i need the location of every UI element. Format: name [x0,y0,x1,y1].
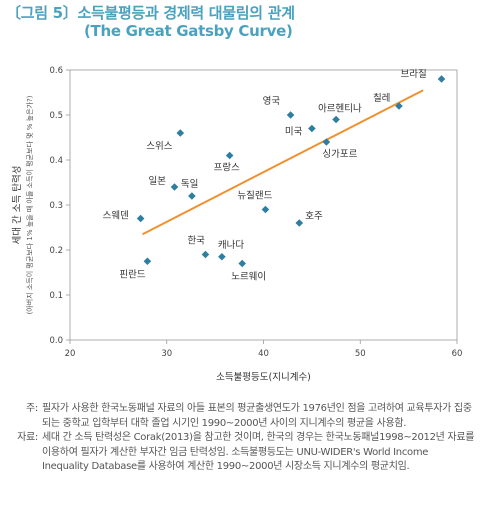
data-point [437,75,446,83]
point-label: 핀란드 [119,268,145,280]
figure-subtitle: (The Great Gatsby Curve) [84,22,293,40]
trendline [142,89,424,236]
data-point [286,111,295,119]
chart-axes: 0.0 0.1 0.2 0.3 0.4 0.5 0.6 20 30 40 50 60 [49,66,462,359]
y-tick-label: 0.2 [49,246,63,256]
point-label: 브라질 [401,68,427,80]
y-axis-label: 세대 간 소득 탄력성 [11,166,23,245]
data-point [332,115,340,124]
y-tick-label: 0.1 [49,291,63,301]
point-label: 캐나다 [218,240,244,251]
y-tick-label: 0.5 [49,111,63,121]
y-axis-sublabel: (아버지 소득이 평균보다 1% 높을 때 아들 소득이 평균보다 몇 % 높은… [25,95,34,314]
data-point [322,138,331,146]
data-point [176,129,185,137]
point-label: 프랑스 [214,162,240,174]
point-label: 칠레 [373,93,390,104]
footnote-label: 주: [26,403,38,414]
data-points-layer [136,75,446,268]
point-label: 노르웨이 [231,271,266,283]
point-label: 한국 [187,236,205,247]
data-point [170,183,179,191]
x-tick-label: 30 [161,349,172,359]
point-label: 뉴질랜드 [237,190,272,202]
trendline-layer [142,89,424,236]
footnotes: 주: 필자가 사용한 한국노동패널 자료의 아들 표본의 평균출생연도가 197… [6,402,476,475]
x-tick-label: 40 [258,349,269,359]
point-label: 독일 [181,179,198,190]
point-label: 호주 [305,211,323,222]
y-tick-label: 0.6 [49,66,63,76]
figure-title: 〔그림 5〕소득불평등과 경제력 대물림의 관계 [6,4,295,22]
point-label: 아르헨티나 [318,103,362,115]
source-label: 자료: [17,432,38,443]
y-tick-label: 0.4 [49,156,63,166]
data-point [188,192,196,200]
x-axis-label: 소득불평등도(지니계수) [216,371,311,383]
x-tick-label: 50 [355,349,366,359]
data-point [395,102,403,110]
data-point [261,205,270,214]
data-point [201,250,210,259]
source-text: 세대 간 소득 탄력성은 Corak(2013)을 참고한 것이며, 한국의 경… [42,432,475,472]
y-tick-label: 0.3 [49,201,63,211]
data-point [136,214,145,223]
point-label: 스웨덴 [103,210,129,222]
footnote-source: 자료: 세대 간 소득 탄력성은 Corak(2013)을 참고한 것이며, 한… [6,431,476,475]
data-point [238,259,247,268]
point-label: 스위스 [146,140,172,152]
data-point [225,151,234,160]
footnote-note: 주: 필자가 사용한 한국노동패널 자료의 아들 표본의 평균출생연도가 197… [6,402,476,431]
x-tick-label: 60 [452,349,463,359]
x-tick-label: 20 [65,349,76,359]
footnote-text: 필자가 사용한 한국노동패널 자료의 아들 표본의 평균출생연도가 1976년인… [42,403,472,429]
data-point [295,219,304,227]
point-label: 싱가포르 [322,149,357,160]
point-label: 영국 [263,96,281,107]
data-point [143,257,152,266]
data-point [308,124,316,133]
y-tick-label: 0.0 [49,336,63,346]
plot-frame [69,69,458,341]
point-label: 미국 [285,127,303,138]
data-point [218,252,226,261]
point-label: 일본 [148,176,166,187]
